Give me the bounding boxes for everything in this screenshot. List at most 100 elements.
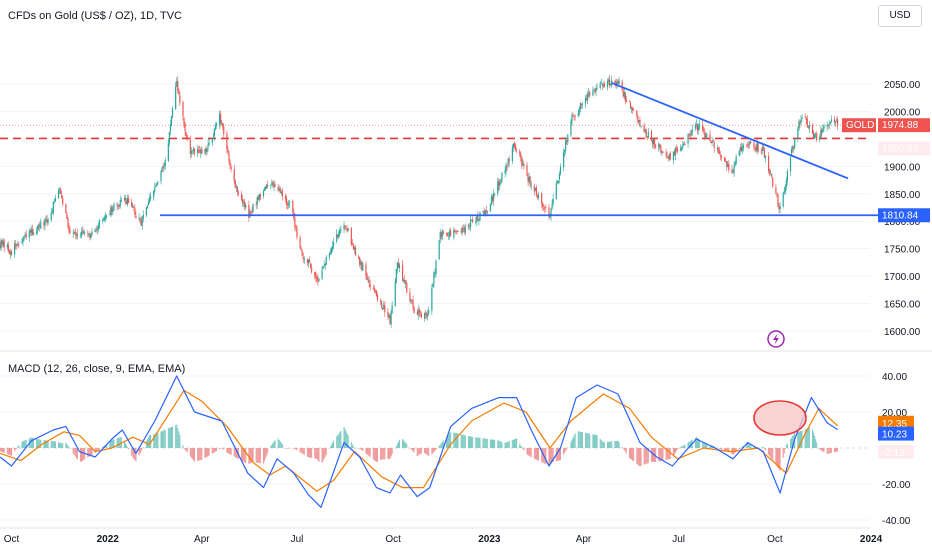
histogram-bar (606, 441, 609, 448)
histogram-bar (628, 448, 631, 458)
candle-body (593, 90, 595, 92)
candle-body (32, 232, 35, 235)
histogram-bar (257, 448, 259, 463)
candle-body (742, 145, 745, 148)
histogram-bar (770, 448, 772, 458)
candle-body (358, 256, 360, 259)
candle-body (79, 235, 82, 237)
histogram-bar (834, 448, 837, 452)
candle-body (806, 118, 808, 128)
candle-body (720, 155, 723, 158)
candle-body (618, 80, 620, 85)
candle-body (629, 102, 632, 109)
candle-body (220, 114, 222, 124)
histogram-bar (101, 447, 104, 448)
histogram-bar (740, 447, 742, 448)
candle-body (255, 204, 257, 206)
candle-body (2, 241, 4, 245)
trendlines (159, 82, 930, 217)
candle-body (154, 187, 156, 192)
histogram-bar (573, 435, 575, 448)
histogram-bar (38, 439, 40, 448)
candle-body (234, 180, 236, 188)
histogram-bar (89, 448, 91, 457)
histogram-bar (157, 432, 159, 448)
histogram-bar (10, 448, 13, 456)
descending-trendline[interactable] (611, 82, 849, 180)
histogram-bar (673, 448, 676, 455)
candle-body (665, 152, 667, 155)
candle-body (207, 144, 209, 148)
time-tick-label: Oct (385, 534, 401, 545)
candle-body (28, 231, 30, 238)
macd-lines (0, 375, 839, 508)
histogram-bar (632, 448, 634, 461)
histogram-bar (522, 448, 524, 449)
histogram-bar (413, 448, 415, 453)
histogram-bar (426, 448, 428, 455)
candle-body (257, 197, 259, 200)
candle-body (687, 133, 689, 144)
histogram-bar (127, 447, 129, 448)
candle-body (447, 235, 450, 237)
candle-body (658, 143, 660, 148)
symbol-tag-text: GOLD (846, 120, 874, 131)
candle-body (416, 312, 418, 315)
candle-body (133, 206, 135, 208)
candle-body (587, 93, 589, 101)
histogram-bar (440, 443, 442, 448)
histogram-bar (749, 443, 751, 448)
candle-body (51, 211, 53, 213)
histogram-bar (145, 441, 147, 448)
histogram-bar (603, 442, 605, 448)
lightning-icon[interactable] (767, 330, 785, 348)
histogram-bar (150, 434, 152, 448)
candle-body (800, 119, 802, 123)
histogram-bar (139, 448, 141, 454)
candle-body (698, 124, 701, 127)
macd-value-tag: 10.23 (878, 426, 914, 441)
candle-body (68, 226, 70, 232)
histogram-bar (815, 439, 817, 448)
candle-body (250, 211, 252, 213)
candle-body (116, 203, 118, 206)
candle-body (197, 149, 199, 153)
candle-body (8, 250, 11, 255)
candle-body (1, 239, 3, 244)
histogram-bar (792, 436, 794, 448)
histogram-bar (243, 448, 245, 462)
candle-body (726, 161, 728, 167)
candle-body (0, 244, 1, 248)
histogram-bar (118, 437, 120, 448)
candle-body (834, 121, 837, 124)
currency-button[interactable]: USD (878, 5, 922, 27)
support-level-tag-bg (878, 208, 930, 223)
histogram-bar (771, 448, 773, 459)
candle-body (80, 231, 83, 236)
histogram-bar (303, 448, 305, 455)
histogram-bar (140, 448, 142, 452)
candle-body (184, 123, 186, 132)
histogram-bar (655, 448, 657, 462)
candle-body (361, 262, 363, 271)
histogram-bar (6, 448, 8, 455)
histogram-bar (779, 448, 781, 471)
candle-body (669, 153, 671, 160)
histogram-bar (328, 448, 330, 449)
candle-body (411, 300, 413, 302)
symbol-tag-bg (842, 118, 876, 133)
histogram-bar (189, 448, 191, 457)
histogram-bar (138, 448, 140, 456)
histogram-bar (148, 435, 151, 448)
candle-body (602, 84, 604, 86)
histogram-bar (160, 431, 162, 448)
candle-body (675, 148, 678, 150)
histogram-bar (365, 448, 367, 454)
candle-body (53, 201, 55, 202)
histogram-bar (162, 430, 164, 448)
histogram-bar (660, 448, 662, 461)
candle-body (491, 196, 494, 201)
candle-body (218, 114, 221, 125)
histogram-bar (134, 448, 136, 461)
histogram-value-tag: -2.13 (878, 444, 914, 459)
